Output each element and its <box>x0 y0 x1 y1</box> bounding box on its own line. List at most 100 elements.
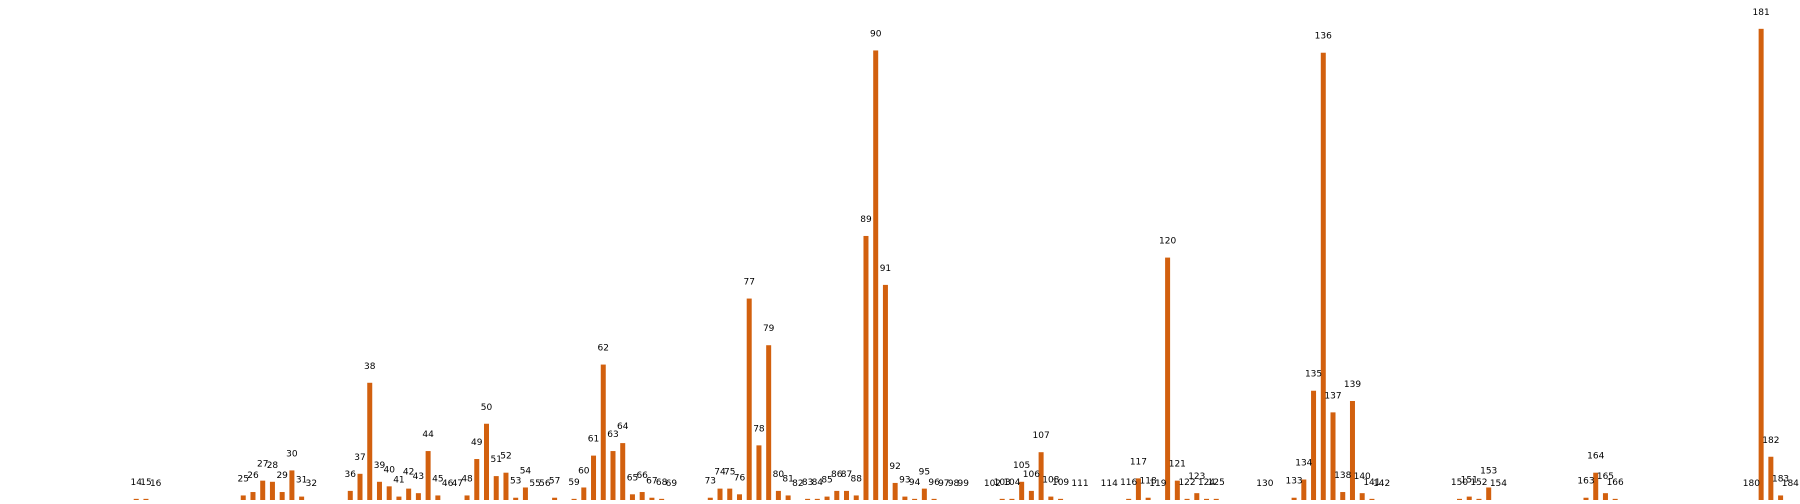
bar-label-56: 56 <box>539 479 551 489</box>
bar-45 <box>435 495 441 500</box>
bar-label-81: 81 <box>782 474 793 484</box>
bar-label-40: 40 <box>383 465 395 475</box>
bar-label-79: 79 <box>763 324 775 334</box>
bar-label-130: 130 <box>1256 479 1273 489</box>
bar-14 <box>133 498 139 500</box>
bar-92 <box>892 482 898 500</box>
bar-label-32: 32 <box>306 479 317 489</box>
bar-label-133: 133 <box>1285 477 1302 487</box>
bar-80 <box>775 490 781 500</box>
bar-141 <box>1369 498 1375 500</box>
bar-95 <box>921 488 927 500</box>
bar-40 <box>386 486 392 500</box>
bar-label-83: 83 <box>802 478 813 488</box>
bars-layer <box>133 28 1784 501</box>
bar-63 <box>610 451 616 500</box>
bar-label-118: 118 <box>1140 477 1157 487</box>
bar-136 <box>1320 52 1326 500</box>
bar-label-90: 90 <box>870 29 882 39</box>
bar-48 <box>464 495 470 500</box>
bar-label-76: 76 <box>734 473 746 483</box>
bar-53 <box>513 497 519 500</box>
bar-54 <box>522 487 528 500</box>
bar-49 <box>474 459 480 500</box>
bar-label-75: 75 <box>724 468 735 478</box>
bar-label-51: 51 <box>491 455 502 465</box>
bar-label-91: 91 <box>880 264 891 274</box>
bar-label-55: 55 <box>529 479 540 489</box>
bar-label-47: 47 <box>452 479 463 489</box>
bar-140 <box>1359 493 1365 500</box>
bar-94 <box>912 498 918 500</box>
bar-label-39: 39 <box>374 461 386 471</box>
bar-label-66: 66 <box>636 471 648 481</box>
bar-label-92: 92 <box>889 462 900 472</box>
bar-label-38: 38 <box>364 362 376 372</box>
bar-label-165: 165 <box>1597 472 1614 482</box>
bar-label-50: 50 <box>481 403 493 413</box>
bar-label-140: 140 <box>1354 472 1371 482</box>
bar-134 <box>1301 479 1307 500</box>
bar-label-184: 184 <box>1782 479 1799 489</box>
bar-25 <box>240 495 246 500</box>
bar-118 <box>1145 497 1151 500</box>
bar-163 <box>1583 497 1589 500</box>
bar-181 <box>1758 28 1764 501</box>
bar-label-42: 42 <box>403 468 414 478</box>
bar-60 <box>581 487 587 500</box>
bar-31 <box>299 496 305 500</box>
bar-183 <box>1778 495 1784 500</box>
bar-117 <box>1135 478 1141 500</box>
bar-label-54: 54 <box>520 466 532 476</box>
bar-85 <box>824 496 830 500</box>
bar-label-181: 181 <box>1753 8 1770 18</box>
bar-39 <box>376 481 382 500</box>
bar-label-93: 93 <box>899 476 910 486</box>
bar-label-82: 82 <box>792 479 803 489</box>
bar-138 <box>1340 492 1346 500</box>
bar-107 <box>1038 452 1044 500</box>
bar-59 <box>571 498 577 500</box>
bar-66 <box>639 492 645 500</box>
bar-label-88: 88 <box>851 474 863 484</box>
bar-label-104: 104 <box>1003 478 1020 488</box>
bar-64 <box>620 443 626 500</box>
bar-78 <box>756 445 762 500</box>
bar-label-37: 37 <box>354 453 365 463</box>
bar-label-108: 108 <box>1042 476 1059 486</box>
bar-27 <box>260 480 266 500</box>
bar-label-154: 154 <box>1490 479 1507 489</box>
bar-label-96: 96 <box>928 478 940 488</box>
bar-133 <box>1291 497 1297 500</box>
bar-label-117: 117 <box>1130 457 1147 467</box>
bar-label-95: 95 <box>919 468 930 478</box>
bar-label-142: 142 <box>1373 479 1390 489</box>
bar-36 <box>347 490 353 500</box>
bar-label-15: 15 <box>140 478 151 488</box>
bar-182 <box>1768 456 1774 500</box>
bar-label-105: 105 <box>1013 461 1030 471</box>
bar-label-62: 62 <box>598 344 609 354</box>
bar-label-52: 52 <box>500 452 511 462</box>
bar-87 <box>844 490 850 500</box>
bar-166 <box>1612 498 1618 500</box>
bar-label-57: 57 <box>549 477 560 487</box>
bar-62 <box>600 364 606 500</box>
bar-label-98: 98 <box>948 479 960 489</box>
bar-label-109: 109 <box>1052 478 1069 488</box>
bar-label-53: 53 <box>510 477 521 487</box>
bar-52 <box>503 472 509 500</box>
bar-137 <box>1330 412 1336 500</box>
bar-74 <box>717 488 723 500</box>
bar-label-136: 136 <box>1315 32 1332 42</box>
bar-103 <box>999 498 1005 500</box>
bar-124 <box>1204 498 1210 500</box>
bar-120 <box>1165 257 1171 500</box>
bar-41 <box>396 496 402 500</box>
bar-91 <box>882 284 888 500</box>
bar-label-183: 183 <box>1772 474 1789 484</box>
bar-label-28: 28 <box>267 461 279 471</box>
bar-label-80: 80 <box>773 470 785 480</box>
bar-label-46: 46 <box>442 479 454 489</box>
